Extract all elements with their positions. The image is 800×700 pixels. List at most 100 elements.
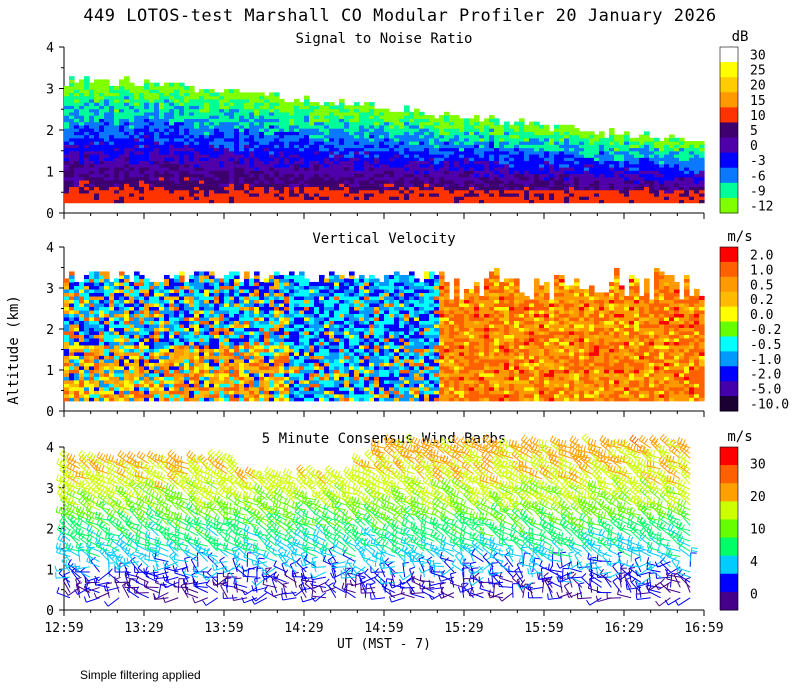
snr-cell [439, 115, 445, 119]
snr-cell [294, 118, 300, 123]
snr-cell [394, 111, 400, 116]
snr-cell [259, 147, 265, 152]
snr-cell [89, 102, 95, 106]
snr-cell [369, 105, 375, 110]
vv-cell [199, 386, 205, 391]
snr-cell [299, 115, 305, 119]
snr-cell [89, 92, 95, 97]
snr-cell [344, 179, 350, 184]
snr-cell [94, 166, 100, 171]
snr-cell [154, 192, 160, 197]
snr-cell [99, 118, 105, 123]
snr-cell [254, 166, 260, 171]
snr-cell [369, 153, 375, 158]
snr-cell [124, 166, 130, 171]
snr-cell [329, 111, 335, 116]
snr-cell [64, 118, 70, 123]
vv-cell [144, 285, 150, 290]
snr-cell [129, 92, 135, 97]
snr-cell [249, 102, 255, 106]
snr-cell [324, 183, 330, 188]
snr-cell [319, 157, 325, 162]
snr-cell [169, 85, 175, 90]
vv-cell [179, 309, 185, 314]
vv-cell [84, 341, 90, 346]
snr-cell [419, 128, 425, 132]
snr-cell [124, 89, 130, 93]
vv-cell [179, 334, 185, 339]
snr-cell [234, 134, 240, 139]
snr-cell [284, 183, 290, 188]
snr-cell [264, 98, 270, 103]
snr-cell [269, 192, 275, 197]
vv-cell [154, 320, 160, 325]
snr-cell [344, 163, 350, 168]
snr-cell [84, 179, 90, 184]
vv-cell [129, 383, 135, 388]
snr-cell [239, 105, 245, 110]
snr-cell [99, 137, 105, 142]
snr-cell [84, 141, 90, 145]
snr-cell [319, 144, 325, 149]
snr-cell [214, 157, 220, 162]
snr-cell [124, 128, 130, 132]
snr-cell [94, 92, 100, 97]
snr-cell [69, 189, 75, 194]
snr-cell [89, 196, 95, 200]
snr-cell [94, 176, 100, 181]
vv-cell [214, 376, 220, 381]
snr-cell [554, 124, 560, 129]
snr-cell [259, 186, 265, 191]
snr-cell [374, 108, 380, 113]
snr-cell [319, 105, 325, 110]
snr-cell [279, 176, 285, 181]
vv-cell [199, 271, 205, 276]
vv-cell [154, 372, 160, 377]
colorbar-swatch [720, 137, 738, 154]
snr-cell [429, 192, 435, 197]
snr-cell [319, 111, 325, 116]
vv-cell [174, 292, 180, 297]
snr-cell [114, 98, 120, 103]
snr-cell [214, 186, 220, 191]
snr-cell [289, 186, 295, 191]
vv-cell [64, 334, 70, 339]
snr-cell [429, 179, 435, 184]
vv-cell [159, 330, 165, 335]
vv-cell [204, 351, 210, 356]
snr-cell [114, 144, 120, 149]
vv-cell [179, 390, 185, 395]
snr-cell [209, 124, 215, 129]
vv-cell [154, 313, 160, 318]
snr-cell [249, 199, 255, 204]
snr-cell [239, 118, 245, 123]
snr-cell [154, 98, 160, 103]
snr-cell [304, 102, 310, 106]
vv-cell [164, 372, 170, 377]
snr-cell [354, 118, 360, 123]
snr-cell [224, 141, 230, 145]
snr-cell [384, 131, 390, 136]
vv-cell [159, 383, 165, 388]
snr-cell [329, 192, 335, 197]
vv-cell [204, 274, 210, 280]
snr-cell [134, 186, 140, 191]
vv-cell [174, 327, 180, 332]
snr-cell [374, 124, 380, 129]
snr-cell [104, 118, 110, 123]
snr-cell [319, 179, 325, 184]
snr-cell [74, 118, 80, 123]
snr-cell [354, 199, 360, 204]
vv-cell [84, 316, 90, 321]
snr-cell [509, 124, 515, 129]
snr-cell [319, 176, 325, 181]
vv-cell [164, 295, 170, 301]
vv-cell [194, 372, 200, 377]
snr-cell [249, 137, 255, 142]
colorbar-label: -3 [750, 154, 766, 169]
snr-cell [264, 153, 270, 158]
snr-cell [434, 170, 440, 175]
snr-cell [144, 98, 150, 103]
snr-cell [174, 124, 180, 129]
snr-cell [79, 163, 85, 168]
